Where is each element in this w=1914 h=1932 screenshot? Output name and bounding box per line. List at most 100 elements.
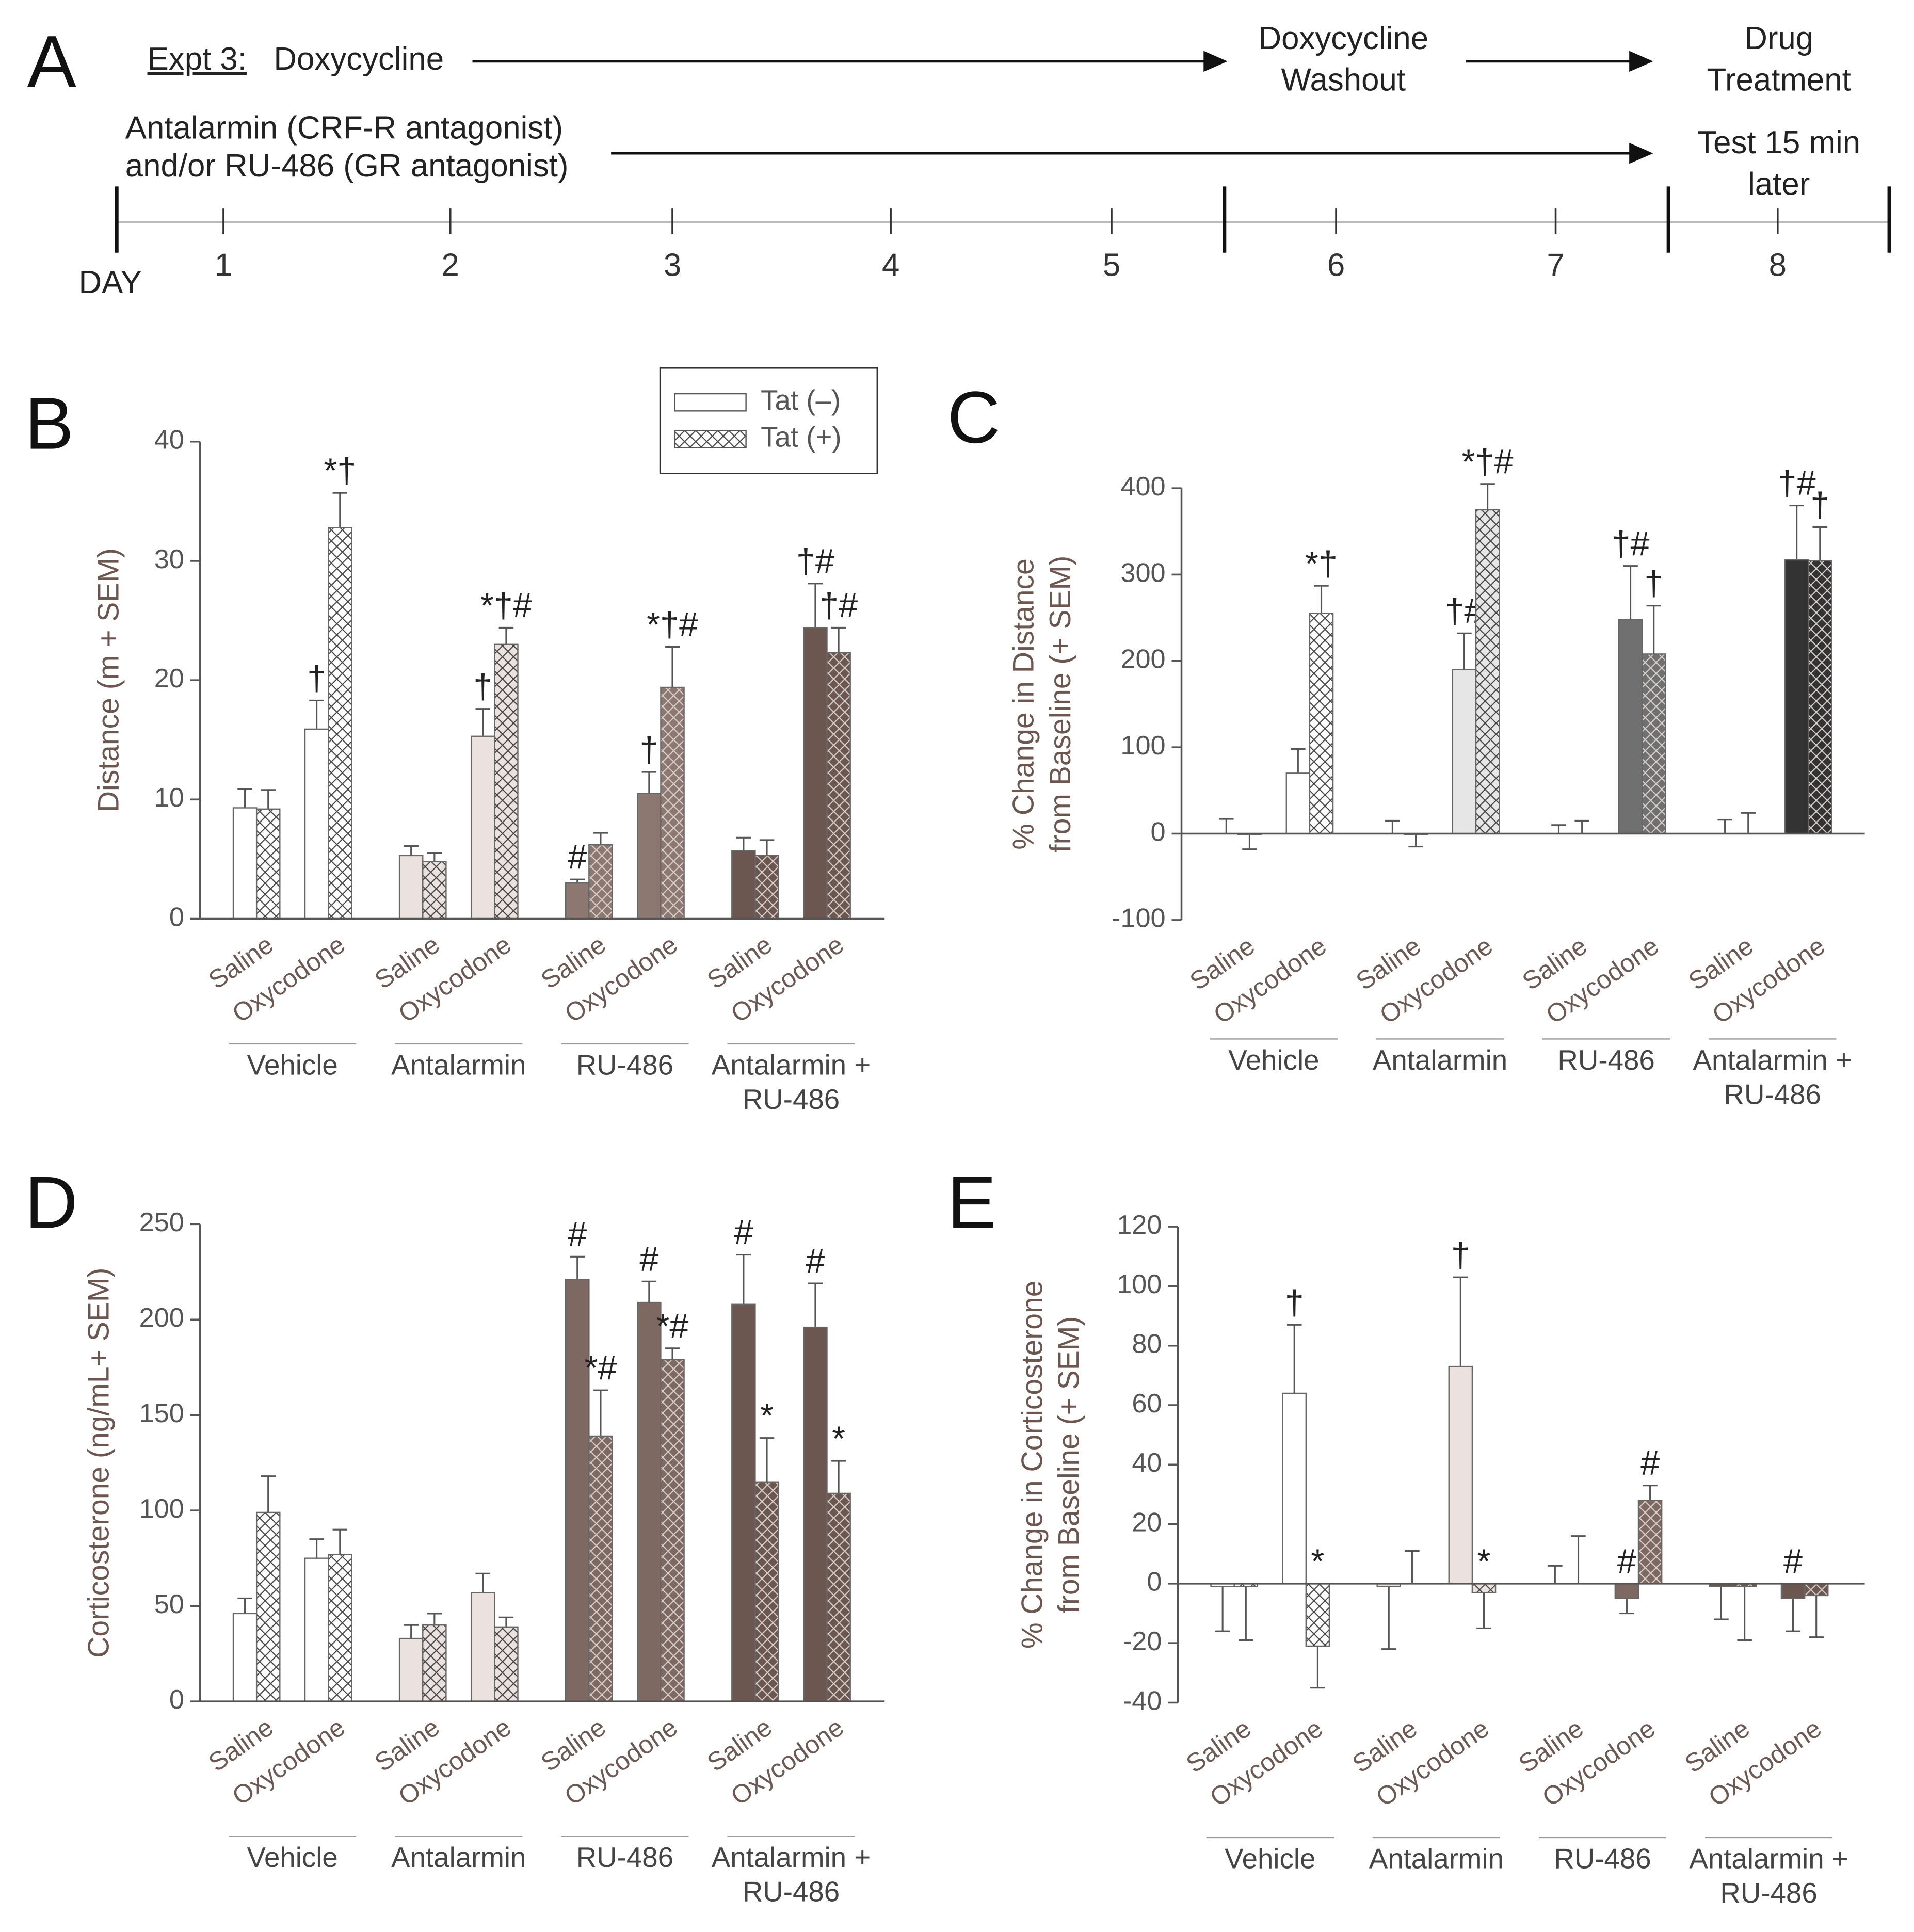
panel-label: E — [947, 1162, 996, 1244]
group-label: Vehicle — [1225, 1843, 1315, 1875]
y-tick-label: 200 — [1120, 645, 1165, 674]
bar — [731, 1303, 756, 1702]
significance-label: *† — [1305, 545, 1338, 583]
significance-label: *†# — [1462, 443, 1514, 481]
y-tick-label: 0 — [169, 902, 184, 932]
y-axis-label: % Change in Corticosterone — [1016, 1281, 1049, 1649]
significance-label: *†# — [480, 587, 532, 625]
bar — [637, 1301, 662, 1702]
day-label: DAY — [78, 265, 141, 300]
expt-prefix: Expt 3: — [148, 41, 247, 77]
bar — [660, 1359, 685, 1702]
bar — [1452, 669, 1477, 834]
significance-label: # — [1640, 1444, 1660, 1483]
y-tick-label: -40 — [1123, 1686, 1162, 1716]
bar — [1637, 1500, 1663, 1585]
y-tick-label: 50 — [154, 1589, 184, 1619]
bar — [660, 686, 685, 920]
y-tick-label: 40 — [1132, 1448, 1162, 1478]
legend: Tat (–) Tat (+) — [659, 367, 878, 475]
bar — [754, 1481, 779, 1702]
bar — [803, 627, 828, 920]
panel-label: B — [25, 383, 74, 465]
washout-label: Doxycycline — [1258, 21, 1428, 56]
expt-drug: Doxycycline — [274, 41, 444, 77]
arrows — [472, 51, 1653, 164]
bar — [422, 1624, 447, 1702]
bar — [1448, 1365, 1473, 1585]
day-number: 2 — [442, 248, 459, 283]
significance-label: *# — [656, 1307, 689, 1345]
significance-label: # — [1617, 1542, 1636, 1581]
bar — [565, 1279, 590, 1702]
group-label: RU-486 — [576, 1842, 673, 1873]
significance-label: † — [473, 668, 492, 706]
arrowhead — [1203, 51, 1228, 72]
arrowhead — [1629, 142, 1653, 164]
legend-swatch — [674, 393, 747, 412]
y-axis-label: Distance (m + SEM) — [92, 548, 125, 812]
bar — [1614, 1583, 1639, 1599]
y-tick-label: 20 — [1132, 1507, 1162, 1537]
day-number: 3 — [664, 248, 681, 283]
group-label: Vehicle — [1228, 1044, 1319, 1076]
arrowhead — [1629, 51, 1653, 72]
treatment-label: Drug — [1744, 21, 1813, 56]
significance-label: # — [806, 1243, 825, 1281]
bar — [1305, 1583, 1330, 1647]
y-tick-label: 60 — [1132, 1389, 1162, 1419]
group-label: Vehicle — [247, 1050, 338, 1081]
y-tick-label: -20 — [1123, 1627, 1162, 1656]
y-tick-label: 120 — [1117, 1210, 1162, 1240]
day-number: 1 — [215, 248, 232, 283]
bar — [470, 1592, 495, 1702]
bar — [494, 1626, 519, 1702]
day-number: 7 — [1547, 248, 1564, 283]
group-label: RU-486 — [743, 1084, 840, 1115]
phase-dividers — [115, 186, 1891, 253]
bar — [1804, 1583, 1829, 1597]
y-tick-label: 400 — [1120, 472, 1165, 502]
significance-label: †# — [819, 587, 858, 625]
y-tick-label: 10 — [154, 783, 184, 813]
group-label: Antalarmin — [391, 1050, 526, 1081]
bar — [588, 844, 613, 920]
bar — [1784, 559, 1809, 834]
y-tick-label: 250 — [139, 1208, 184, 1237]
panel-label: D — [25, 1162, 78, 1244]
y-tick-label: 20 — [154, 664, 184, 694]
bar — [1618, 619, 1643, 834]
bar — [232, 807, 258, 920]
y-axis-label: from Baseline (+ SEM) — [1053, 1316, 1086, 1613]
group-label: RU-486 — [576, 1050, 673, 1081]
significance-label: # — [639, 1241, 658, 1279]
bar — [304, 1557, 329, 1702]
days: 1 2 3 4 5 6 7 8 — [215, 208, 1787, 283]
panel-label: A — [27, 21, 76, 103]
bar — [328, 527, 352, 920]
group-label: Antalarmin + — [1689, 1843, 1848, 1875]
washout-label: Washout — [1281, 62, 1406, 98]
bar — [422, 861, 447, 920]
bar — [565, 882, 590, 920]
legend-swatch — [674, 430, 747, 448]
bar — [255, 1511, 281, 1702]
significance-label: † — [1285, 1284, 1304, 1322]
y-axis-label: from Baseline (+ SEM) — [1044, 556, 1077, 852]
group-label: Antalarmin + — [712, 1050, 871, 1081]
y-axis-label: % Change in Distance — [1007, 558, 1040, 849]
significance-label: # — [568, 839, 587, 877]
significance-label: *†# — [647, 606, 698, 644]
significance-label: *# — [584, 1349, 617, 1388]
significance-label: # — [1783, 1542, 1803, 1581]
bar — [328, 1554, 352, 1702]
bar — [398, 855, 424, 920]
significance-label: † — [639, 731, 658, 769]
significance-label: * — [1311, 1542, 1324, 1581]
bar — [1282, 1392, 1307, 1585]
group-label: Antalarmin — [391, 1842, 526, 1873]
bar — [826, 652, 851, 920]
bar — [1471, 1583, 1497, 1593]
day-number: 5 — [1103, 248, 1120, 283]
